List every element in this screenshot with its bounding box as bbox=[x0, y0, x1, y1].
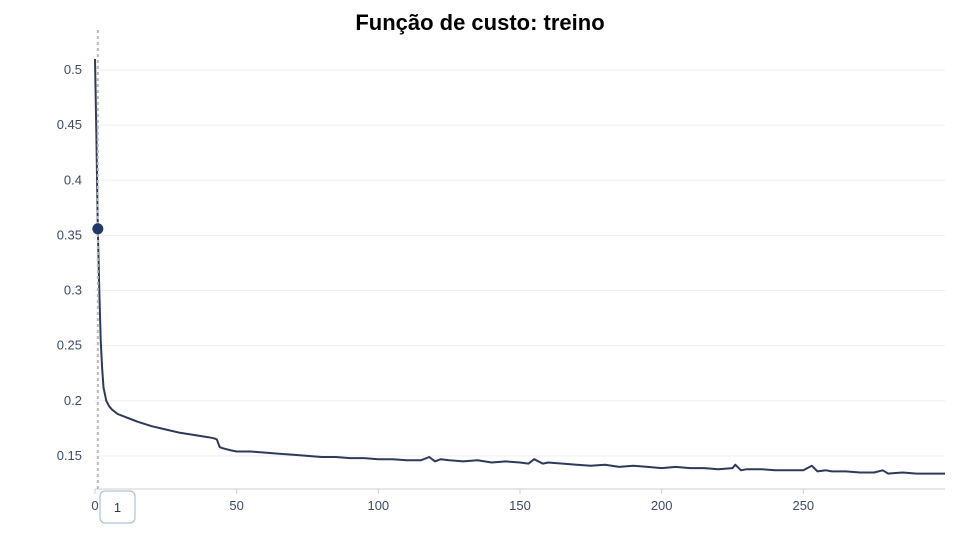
y-tick-label: 0.4 bbox=[64, 172, 82, 187]
series-line-0[interactable] bbox=[94, 58, 945, 475]
y-tick-label: 0.15 bbox=[57, 448, 82, 463]
y-axis-ticks: 0.15 0.2 0.25 0.3 0.35 0.4 0.45 0.5 bbox=[57, 62, 82, 463]
y-tick-label: 0.45 bbox=[57, 117, 82, 132]
chart-title: Função de custo: treino bbox=[355, 10, 605, 35]
y-tick-label: 0.25 bbox=[57, 338, 82, 353]
hover-point[interactable] bbox=[92, 223, 104, 235]
series-layer bbox=[94, 58, 945, 475]
x-tick-label: 200 bbox=[651, 498, 673, 513]
x-tick-label: 0 bbox=[91, 498, 98, 513]
x-axis-ticks: 0 50 100 150 200 250 bbox=[91, 489, 814, 513]
x-hover-label: 1 bbox=[114, 500, 121, 515]
y-tick-label: 0.35 bbox=[57, 227, 82, 242]
x-tick-label: 150 bbox=[509, 498, 531, 513]
x-hover-label-box bbox=[99, 490, 136, 524]
x-tick-label: 250 bbox=[792, 498, 814, 513]
grid-lines bbox=[95, 69, 945, 457]
x-tick-label: 100 bbox=[367, 498, 389, 513]
x-tick-label: 50 bbox=[229, 498, 243, 513]
y-tick-label: 0.5 bbox=[64, 62, 82, 77]
hover-highlight: 1 bbox=[92, 30, 136, 524]
y-tick-label: 0.3 bbox=[64, 283, 82, 298]
y-tick-label: 0.2 bbox=[64, 393, 82, 408]
